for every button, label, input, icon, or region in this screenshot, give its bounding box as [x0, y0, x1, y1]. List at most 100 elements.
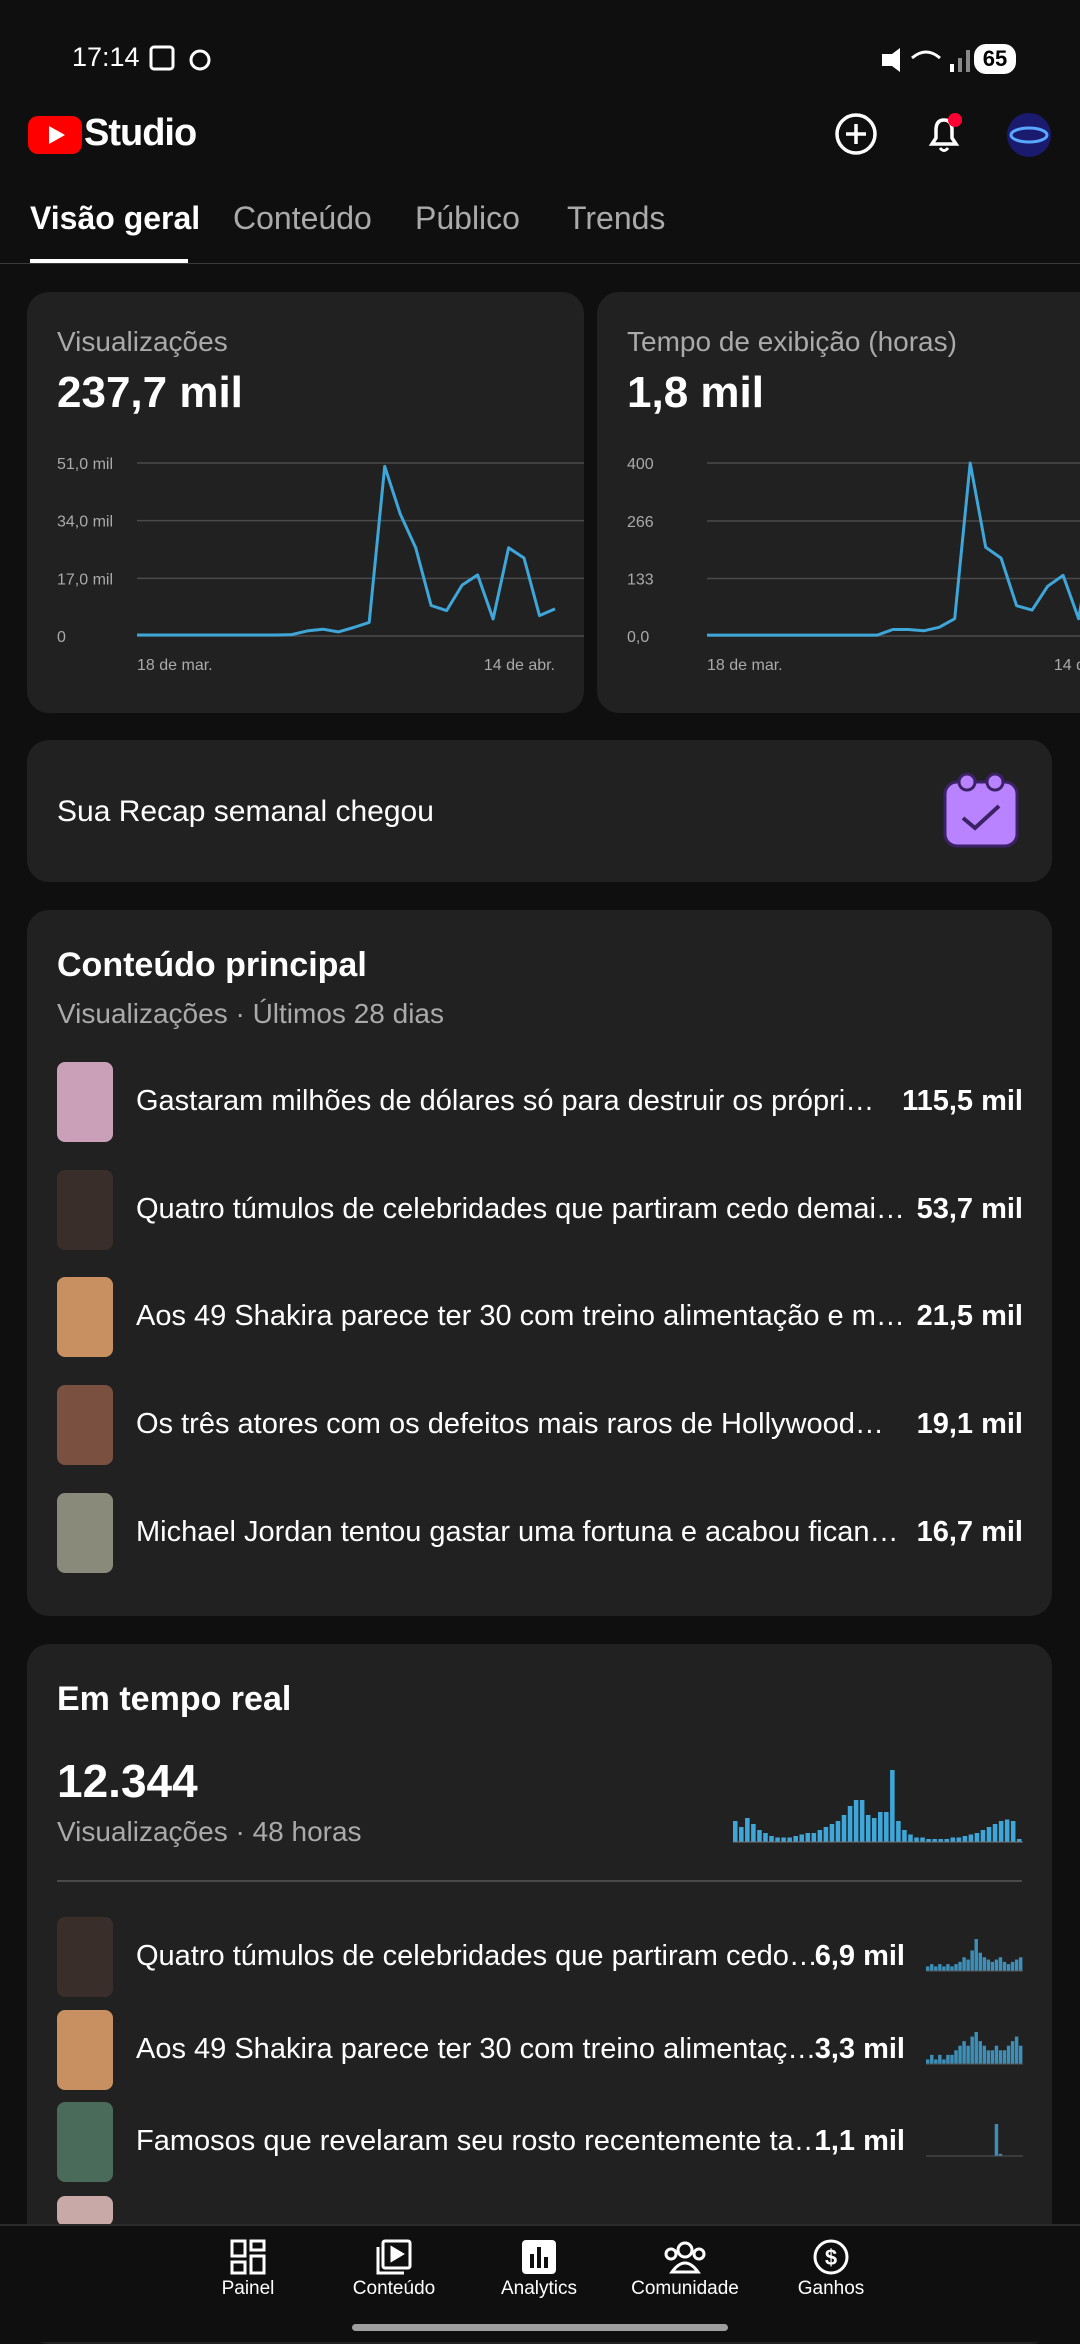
thumbnail[interactable] [57, 1169, 113, 1250]
bar [775, 1837, 780, 1842]
thumbnail[interactable] [57, 1277, 113, 1358]
bar [1006, 1964, 1011, 1971]
bar [954, 1964, 958, 1971]
video-title[interactable]: Gastaram milhões de dólares só para dest… [136, 1085, 875, 1117]
bar [970, 1950, 974, 1971]
y-tick-label: 51,0 mil [57, 456, 113, 473]
svg-text:$: $ [825, 2245, 837, 2270]
y-tick-label: 266 [627, 514, 654, 531]
bar [871, 1818, 877, 1842]
tab[interactable]: Público [415, 200, 520, 236]
bar [1014, 1959, 1019, 1971]
video-title[interactable]: Famosos que revelaram seu rosto recentem… [136, 2125, 823, 2157]
bar [739, 1827, 744, 1842]
bar [954, 2049, 958, 2064]
video-title[interactable]: Aos 49 Shakira parece ter 30 com treino … [136, 2032, 817, 2065]
tab[interactable]: Trends [567, 200, 666, 236]
bar [926, 1839, 931, 1842]
bar [1002, 1961, 1007, 1971]
bar [974, 2031, 978, 2064]
video-views: 19,1 mil [916, 1408, 1023, 1441]
nav-icon [522, 2240, 556, 2274]
video-title[interactable]: Quatro túmulos de celebridades que parti… [136, 1192, 905, 1225]
recap-card[interactable]: Sua Recap semanal chegou [27, 740, 1052, 882]
thumbnail[interactable] [57, 1492, 113, 1573]
bar [926, 2058, 930, 2064]
tab[interactable]: Conteúdo [233, 200, 372, 236]
bar [938, 2054, 942, 2064]
nav-label[interactable]: Conteúdo [352, 2278, 436, 2299]
y-tick-label: 133 [627, 571, 654, 588]
bar [1018, 1957, 1023, 1971]
bar [966, 1959, 970, 1971]
notifications-button[interactable] [920, 110, 968, 158]
tab[interactable]: Visão geral [30, 200, 201, 236]
avatar[interactable] [1006, 112, 1052, 158]
video-title[interactable]: Os três atores com os defeitos mais raro… [136, 1408, 884, 1441]
thumbnail[interactable] [57, 1917, 113, 1997]
bar [974, 1939, 978, 1971]
bar [990, 1961, 995, 1971]
bar [962, 2040, 966, 2064]
bar [896, 1821, 901, 1842]
thumbnail[interactable] [57, 2009, 113, 2090]
x-tick-label: 14 de abr. [1054, 657, 1080, 674]
realtime-chart [733, 1770, 1023, 1843]
sparkline [926, 2124, 1023, 2157]
youtube-logo [28, 116, 82, 154]
bar [958, 2045, 962, 2064]
thumbnail[interactable] [57, 1062, 113, 1142]
bar [998, 1957, 1003, 1971]
bar [938, 1839, 943, 1842]
nav-label[interactable]: Painel [221, 2278, 275, 2299]
bar [970, 2036, 974, 2064]
bar [920, 1837, 925, 1842]
video-title[interactable]: Michael Jordan tentou gastar uma fortuna… [136, 1515, 899, 1548]
bar [878, 1812, 883, 1842]
thumbnail[interactable] [57, 1385, 113, 1466]
bar [733, 1821, 738, 1842]
realtime-subtitle: Visualizações · 48 horas [57, 1816, 362, 1847]
create-button[interactable] [832, 110, 880, 158]
bar [950, 1837, 956, 1842]
bar [884, 1812, 889, 1842]
y-tick-label: 17,0 mil [57, 571, 113, 588]
status-signal [882, 48, 970, 72]
bar [1016, 1839, 1022, 1842]
nav-icon [664, 2241, 706, 2274]
bar [853, 1800, 859, 1842]
metric-card[interactable]: Tempo de exibição (horas) 1,8 mil 0,0 133… [597, 292, 1080, 713]
bar [956, 1837, 962, 1842]
bar [757, 1830, 762, 1842]
bar [994, 2045, 999, 2064]
bar [946, 2054, 950, 2064]
recap-text: Sua Recap semanal chegou [57, 795, 434, 828]
video-title[interactable]: Quatro túmulos de celebridades que parti… [136, 1940, 818, 1972]
bar [950, 1966, 954, 1971]
bar [793, 1836, 798, 1842]
bar [787, 1837, 792, 1842]
bar [974, 1833, 980, 1842]
bar [926, 1966, 930, 1971]
realtime-value: 12.344 [57, 1755, 198, 1807]
bar [930, 2054, 934, 2064]
metric-chart: 0,0 133 266 400 18 de mar. 14 de abr. [627, 456, 1080, 674]
bar [992, 1824, 998, 1842]
bar [980, 1830, 986, 1842]
video-views: 1,1 mil [814, 2125, 905, 2157]
recap-icon [943, 772, 1019, 848]
bar [799, 1834, 804, 1842]
section-title: Em tempo real [57, 1680, 292, 1718]
y-tick-label: 34,0 mil [57, 514, 113, 531]
video-title[interactable]: Aos 49 Shakira parece ter 30 com treino … [136, 1300, 905, 1333]
bar [914, 1837, 919, 1842]
nav-label[interactable]: Comunidade [631, 2278, 739, 2299]
bar [942, 2058, 946, 2064]
nav-label[interactable]: Analytics [500, 2278, 578, 2299]
metric-card[interactable]: Visualizações 237,7 mil 0 17,0 mil 34,0 mi… [27, 292, 584, 713]
y-tick-label: 400 [627, 456, 654, 473]
app-title: Studio [84, 112, 197, 154]
thumbnail[interactable] [57, 2102, 113, 2182]
nav-label[interactable]: Ganhos [797, 2278, 865, 2299]
